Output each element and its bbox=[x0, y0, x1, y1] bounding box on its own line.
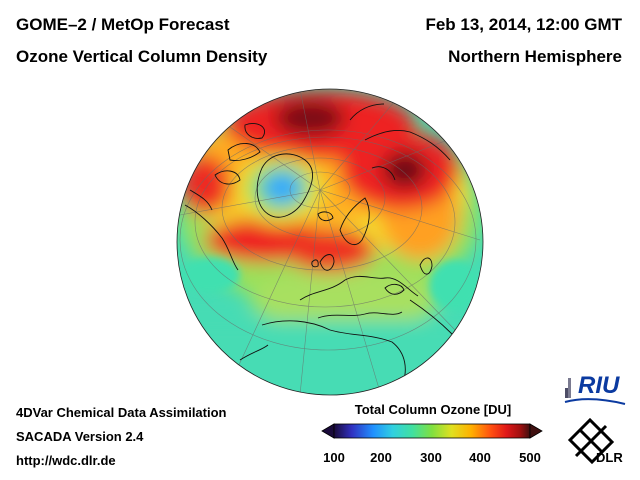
colorbar-ramp bbox=[333, 423, 531, 439]
dlr-logo-mark bbox=[567, 417, 615, 465]
method-label: 4DVar Chemical Data Assimilation bbox=[16, 405, 227, 420]
colorbar-tick: 300 bbox=[420, 450, 442, 465]
colorbar-low-arrow bbox=[321, 423, 335, 439]
version-label: SACADA Version 2.4 bbox=[16, 429, 144, 444]
quantity-title: Ozone Vertical Column Density bbox=[16, 47, 268, 66]
url-link[interactable]: http://wdc.dlr.de bbox=[16, 453, 116, 468]
colorbar-tick: 400 bbox=[469, 450, 491, 465]
colorbar-title: Total Column Ozone [DU] bbox=[354, 402, 512, 417]
colorbar-tick: 200 bbox=[370, 450, 392, 465]
riu-logo-mark bbox=[564, 378, 626, 405]
region-label: Northern Hemisphere bbox=[448, 47, 622, 66]
ozone-field bbox=[177, 89, 483, 395]
dlr-logo-text: DLR bbox=[596, 450, 623, 465]
colorbar-tick: 100 bbox=[323, 450, 345, 465]
riu-logo-text: RIU bbox=[578, 372, 620, 399]
graticule bbox=[179, 89, 481, 395]
datetime-label: Feb 13, 2014, 12:00 GMT bbox=[425, 15, 622, 34]
product-title: GOME–2 / MetOp Forecast bbox=[16, 15, 230, 34]
colorbar-high-arrow bbox=[529, 423, 543, 439]
colorbar-tick: 500 bbox=[519, 450, 541, 465]
colorbar bbox=[321, 423, 543, 439]
